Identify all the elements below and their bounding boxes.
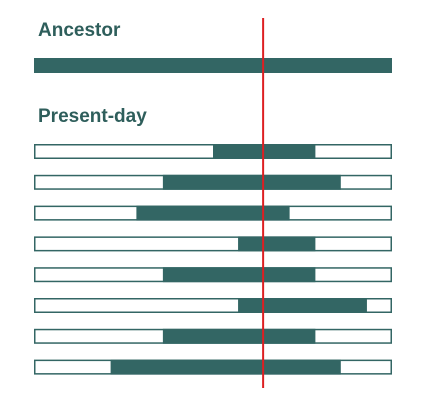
- conserved-segment: [162, 328, 316, 344]
- present-day-sequence-row: [34, 298, 392, 313]
- present-day-sequence-row: [34, 205, 392, 221]
- present-day-sequence-row: [34, 144, 392, 159]
- conserved-segment: [213, 144, 316, 159]
- present-day-sequence-row: [34, 328, 392, 344]
- present-day-sequence-row: [34, 267, 392, 283]
- conserved-segment: [162, 174, 341, 190]
- present-day-sequence-row: [34, 359, 392, 375]
- conserved-segment: [238, 236, 316, 252]
- present-day-sequence-row: [34, 236, 392, 252]
- ancestor-sequence-bar: [34, 58, 392, 73]
- conserved-segment: [110, 359, 341, 375]
- sequence-bar-outline: [34, 236, 392, 252]
- present-day-label: Present-day: [38, 106, 147, 127]
- conserved-segment: [136, 205, 290, 221]
- ancestor-label: Ancestor: [38, 20, 121, 41]
- present-day-sequence-row: [34, 174, 392, 190]
- conserved-segment: [238, 298, 367, 313]
- conserved-segment: [162, 267, 316, 283]
